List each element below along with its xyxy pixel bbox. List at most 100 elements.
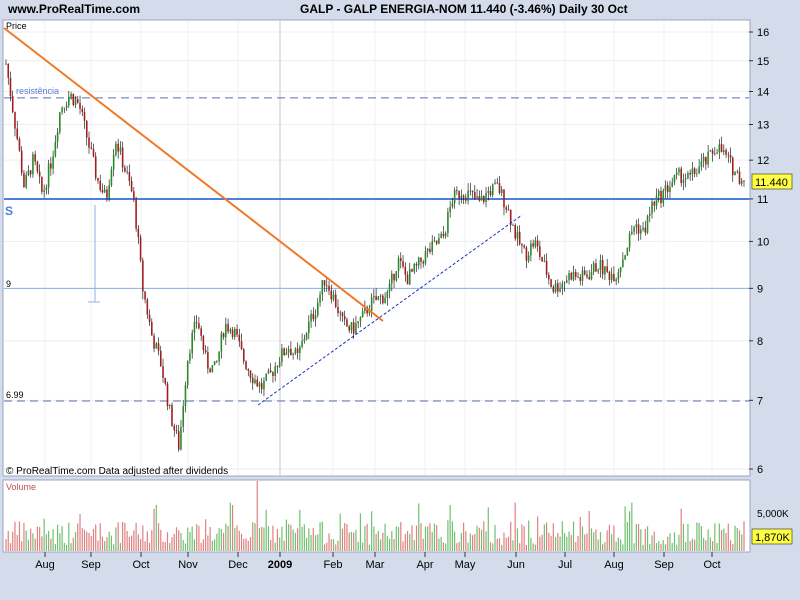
candle-body bbox=[548, 274, 550, 280]
site-name[interactable]: www.ProRealTime.com bbox=[8, 2, 141, 16]
candle-body bbox=[651, 201, 653, 214]
candle-body bbox=[505, 207, 508, 210]
candle-body bbox=[725, 150, 727, 155]
candle-body bbox=[655, 196, 658, 206]
candle-body bbox=[521, 244, 523, 246]
candle-body bbox=[399, 258, 402, 261]
volume-label: Volume bbox=[6, 482, 36, 492]
candle-body bbox=[213, 361, 216, 366]
candle-body bbox=[635, 224, 638, 228]
candle-body bbox=[9, 77, 12, 97]
candle-body bbox=[186, 360, 189, 386]
candle-body bbox=[516, 231, 519, 239]
x-tick-label: May bbox=[455, 559, 476, 571]
candle-body bbox=[249, 370, 252, 378]
y-tick-label: 15 bbox=[757, 56, 769, 68]
candle-body bbox=[305, 333, 308, 340]
candle-body bbox=[565, 280, 568, 283]
candle-body bbox=[669, 186, 671, 193]
quote-title: GALP - GALP ENERGIA-NOM 11.440 (-3.46%) … bbox=[300, 2, 628, 16]
candle-body bbox=[216, 361, 218, 362]
last-volume-value: 1,870K bbox=[755, 532, 791, 544]
candle-body bbox=[319, 294, 321, 303]
x-tick-label: Aug bbox=[35, 559, 55, 571]
candle-body bbox=[563, 282, 566, 284]
candle-body bbox=[595, 263, 597, 272]
candle-body bbox=[440, 233, 442, 239]
candle-body bbox=[731, 157, 734, 176]
candle-body bbox=[352, 322, 355, 334]
candle-body bbox=[684, 178, 687, 180]
candle-body bbox=[606, 266, 608, 272]
candle-body bbox=[159, 350, 162, 367]
candle-body bbox=[687, 173, 689, 179]
candle-body bbox=[660, 190, 662, 204]
candle-body bbox=[449, 206, 451, 212]
candle-body bbox=[514, 224, 516, 239]
candle-body bbox=[648, 213, 651, 216]
candle-body bbox=[63, 107, 66, 109]
candle-body bbox=[723, 150, 725, 153]
candle-body bbox=[507, 209, 510, 211]
candle-body bbox=[92, 148, 95, 157]
candle-body bbox=[343, 316, 346, 320]
candle-body bbox=[545, 260, 548, 275]
candle-body bbox=[682, 179, 685, 184]
candle-body bbox=[496, 182, 499, 184]
candle-body bbox=[281, 348, 283, 363]
candle-body bbox=[23, 172, 25, 188]
price-label: Price bbox=[6, 21, 27, 31]
candle-body bbox=[586, 274, 588, 277]
resistance-label: resistência bbox=[16, 86, 59, 96]
candle-body bbox=[718, 144, 721, 153]
candle-body bbox=[666, 185, 669, 193]
candle-body bbox=[707, 151, 709, 165]
candle-body bbox=[579, 277, 582, 281]
candle-body bbox=[56, 132, 59, 142]
candle-body bbox=[474, 192, 476, 198]
candle-body bbox=[471, 190, 474, 193]
candle-body bbox=[204, 350, 207, 353]
candle-body bbox=[485, 192, 487, 203]
candle-body bbox=[38, 171, 41, 177]
candle-body bbox=[388, 283, 391, 292]
candle-body bbox=[283, 348, 285, 356]
volume-bars bbox=[5, 481, 745, 551]
candle-body bbox=[269, 370, 272, 373]
support-marker: S bbox=[5, 204, 13, 218]
candle-body bbox=[260, 383, 263, 390]
candle-body bbox=[323, 280, 326, 286]
y-tick-label: 9 bbox=[757, 283, 763, 295]
candle-body bbox=[577, 276, 579, 278]
candle-body bbox=[25, 175, 27, 188]
candle-body bbox=[404, 266, 407, 275]
candle-body bbox=[610, 273, 613, 280]
candle-body bbox=[465, 197, 467, 201]
candle-body bbox=[325, 285, 328, 287]
candle-body bbox=[397, 258, 400, 272]
candle-body bbox=[52, 156, 54, 169]
candle-body bbox=[628, 233, 631, 248]
candle-body bbox=[462, 195, 465, 198]
candle-body bbox=[90, 147, 93, 149]
candle-body bbox=[110, 169, 113, 186]
candle-body bbox=[664, 185, 667, 191]
candle-body bbox=[671, 182, 674, 187]
y-tick-label: 11 bbox=[757, 194, 768, 206]
x-tick-label: Sep bbox=[81, 559, 101, 571]
x-tick-label: Oct bbox=[132, 559, 149, 571]
candle-body bbox=[552, 287, 555, 292]
candle-body bbox=[431, 241, 434, 252]
candle-body bbox=[124, 167, 126, 172]
candle-body bbox=[395, 271, 398, 281]
downtrend-line bbox=[3, 27, 384, 322]
candle-body bbox=[570, 273, 573, 280]
candle-body bbox=[303, 339, 306, 341]
candle-body bbox=[619, 267, 622, 273]
candle-body bbox=[43, 189, 45, 192]
candle-body bbox=[94, 156, 97, 178]
candle-body bbox=[278, 362, 281, 367]
candle-body bbox=[633, 227, 635, 232]
candle-body bbox=[720, 144, 723, 153]
